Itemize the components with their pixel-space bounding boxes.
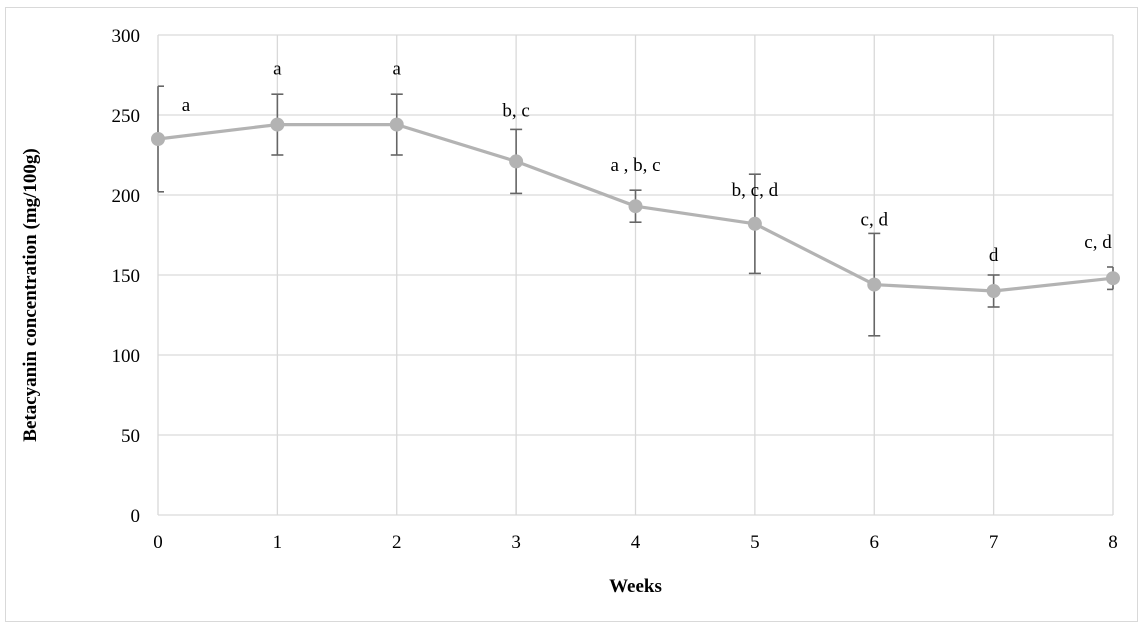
significance-label: a	[393, 59, 402, 80]
x-tick-label: 4	[631, 532, 641, 553]
grid	[157, 34, 1114, 516]
x-tick-label: 7	[989, 532, 999, 553]
data-point	[270, 117, 285, 132]
y-axis-title: Betacyanin concentration (mg/100g)	[20, 148, 41, 441]
y-tick-labels: 0 50 100 150 200 250 300	[112, 26, 141, 527]
data-points	[151, 117, 1120, 298]
y-tick-label: 150	[112, 266, 141, 287]
y-tick-label: 50	[121, 426, 140, 447]
y-tick-label: 0	[131, 506, 141, 527]
x-tick-label: 1	[273, 532, 283, 553]
significance-label: c, d	[1084, 232, 1112, 253]
x-tick-label: 5	[750, 532, 760, 553]
data-point	[867, 277, 882, 292]
y-tick-label: 200	[112, 186, 141, 207]
y-tick-label: 300	[112, 26, 141, 47]
x-tick-label: 2	[392, 532, 402, 553]
data-point	[151, 132, 165, 146]
significance-label: c, d	[861, 210, 889, 231]
data-point	[628, 199, 643, 214]
significance-label: a , b, c	[610, 155, 660, 176]
data-point	[747, 216, 762, 231]
y-tick-label: 100	[112, 346, 141, 367]
data-point	[509, 154, 524, 169]
significance-label: a	[182, 95, 191, 116]
x-tick-label: 6	[870, 532, 880, 553]
significance-label: b, c, d	[732, 180, 779, 201]
significance-label: d	[989, 245, 999, 266]
x-tick-label: 3	[511, 532, 521, 553]
y-tick-label: 250	[112, 106, 141, 127]
x-axis-title: Weeks	[609, 576, 662, 597]
chart-frame	[5, 7, 1138, 622]
data-point	[986, 284, 1001, 298]
x-tick-label: 8	[1108, 532, 1118, 553]
x-tick-label: 0	[153, 532, 163, 553]
significance-label: b, c	[502, 100, 529, 121]
significance-labels: a a a b, c a , b, c b, c, d c, d d c, d	[182, 59, 1112, 266]
data-point	[1106, 271, 1120, 286]
significance-label: a	[273, 59, 282, 80]
data-point	[389, 117, 404, 132]
x-tick-labels: 0 1 2 3 4 5 6 7 8	[153, 532, 1118, 553]
